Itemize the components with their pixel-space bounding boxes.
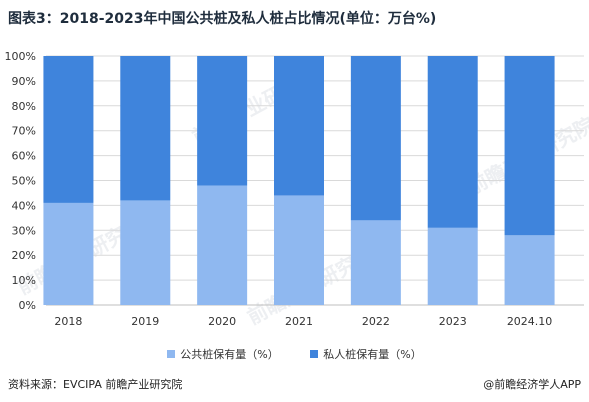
- bar-public: [427, 227, 478, 305]
- bar-private: [427, 56, 478, 228]
- bar-public: [274, 195, 324, 305]
- y-tick-label: 60%: [12, 150, 36, 163]
- x-tick-label: 2018: [54, 315, 82, 328]
- legend-item-private: 私人桩保有量（%）: [310, 346, 422, 362]
- y-tick-label: 20%: [12, 249, 36, 262]
- y-tick-label: 50%: [12, 175, 36, 188]
- bar-private: [350, 56, 401, 221]
- bar-private: [43, 56, 94, 203]
- x-tick-label: 2023: [439, 315, 467, 328]
- bar-private: [504, 56, 555, 236]
- brand-tag: @前瞻经济学人APP: [483, 376, 581, 392]
- y-tick-label: 90%: [12, 75, 36, 88]
- x-tick-label: 2021: [285, 315, 313, 328]
- chart-title: 图表3：2018-2023年中国公共桩及私人桩占比情况(单位：万台%): [8, 11, 437, 27]
- y-tick-label: 30%: [12, 224, 36, 237]
- legend-swatch-public: [167, 350, 176, 358]
- x-tick-label: 2024.10: [507, 315, 553, 328]
- legend: 公共桩保有量（%） 私人桩保有量（%）: [0, 346, 589, 362]
- bar-private: [197, 56, 248, 186]
- x-tick-label: 2019: [131, 315, 159, 328]
- y-tick-label: 80%: [12, 100, 36, 113]
- source-note: 资料来源：EVCIPA 前瞻产业研究院: [8, 378, 183, 391]
- y-tick-label: 100%: [5, 50, 36, 63]
- legend-label-public: 公共桩保有量（%）: [180, 348, 279, 361]
- legend-item-public: 公共桩保有量（%）: [167, 346, 279, 362]
- bar-private: [274, 56, 324, 196]
- bar-public: [350, 220, 401, 305]
- x-tick-label: 2020: [208, 315, 236, 328]
- bar-public: [504, 235, 555, 305]
- brand-text: @前瞻经济学人APP: [483, 378, 581, 391]
- y-tick-label: 40%: [12, 199, 36, 212]
- bar-public: [197, 185, 248, 305]
- bar-private: [120, 56, 171, 201]
- footer: 资料来源：EVCIPA 前瞻产业研究院 @前瞻经济学人APP: [8, 376, 581, 392]
- y-tick-label: 70%: [12, 125, 36, 138]
- x-tick-label: 2022: [362, 315, 390, 328]
- bar-public: [120, 200, 171, 305]
- legend-label-private: 私人桩保有量（%）: [323, 348, 422, 361]
- y-tick-label: 0%: [19, 299, 36, 312]
- bar-public: [43, 202, 94, 305]
- legend-swatch-private: [310, 350, 319, 358]
- y-tick-label: 10%: [12, 274, 36, 287]
